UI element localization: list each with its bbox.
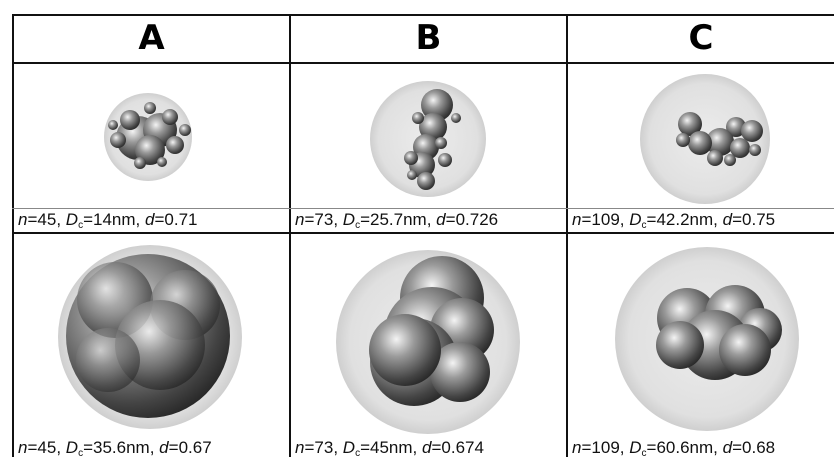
render-c-row2 (615, 247, 799, 431)
caption-c-row2: n=109, Dc=60.6nm, d=0.68 (572, 438, 776, 459)
row-divider (12, 232, 834, 234)
render-c-row1 (640, 74, 770, 204)
render-a-row1 (104, 93, 192, 181)
column-header-c: C (688, 18, 714, 58)
caption-a-row1: n=45, Dc=14nm, d=0.71 (18, 210, 198, 231)
render-a-row2 (58, 245, 242, 429)
render-b-row2 (336, 250, 520, 434)
render-b-row1 (370, 81, 486, 197)
caption-b-row2: n=73, Dc=45nm, d=0.674 (295, 438, 484, 459)
left-border (12, 14, 14, 457)
column-divider-1 (289, 14, 291, 457)
caption-divider-1 (12, 208, 834, 209)
column-header-b: B (415, 18, 442, 58)
caption-c-row1: n=109, Dc=42.2nm, d=0.75 (572, 210, 776, 231)
top-border (12, 14, 834, 16)
column-divider-2 (566, 14, 568, 457)
caption-b-row1: n=73, Dc=25.7nm, d=0.726 (295, 210, 499, 231)
column-header-a: A (138, 18, 165, 58)
header-divider (12, 62, 834, 64)
caption-a-row2: n=45, Dc=35.6nm, d=0.67 (18, 438, 212, 459)
